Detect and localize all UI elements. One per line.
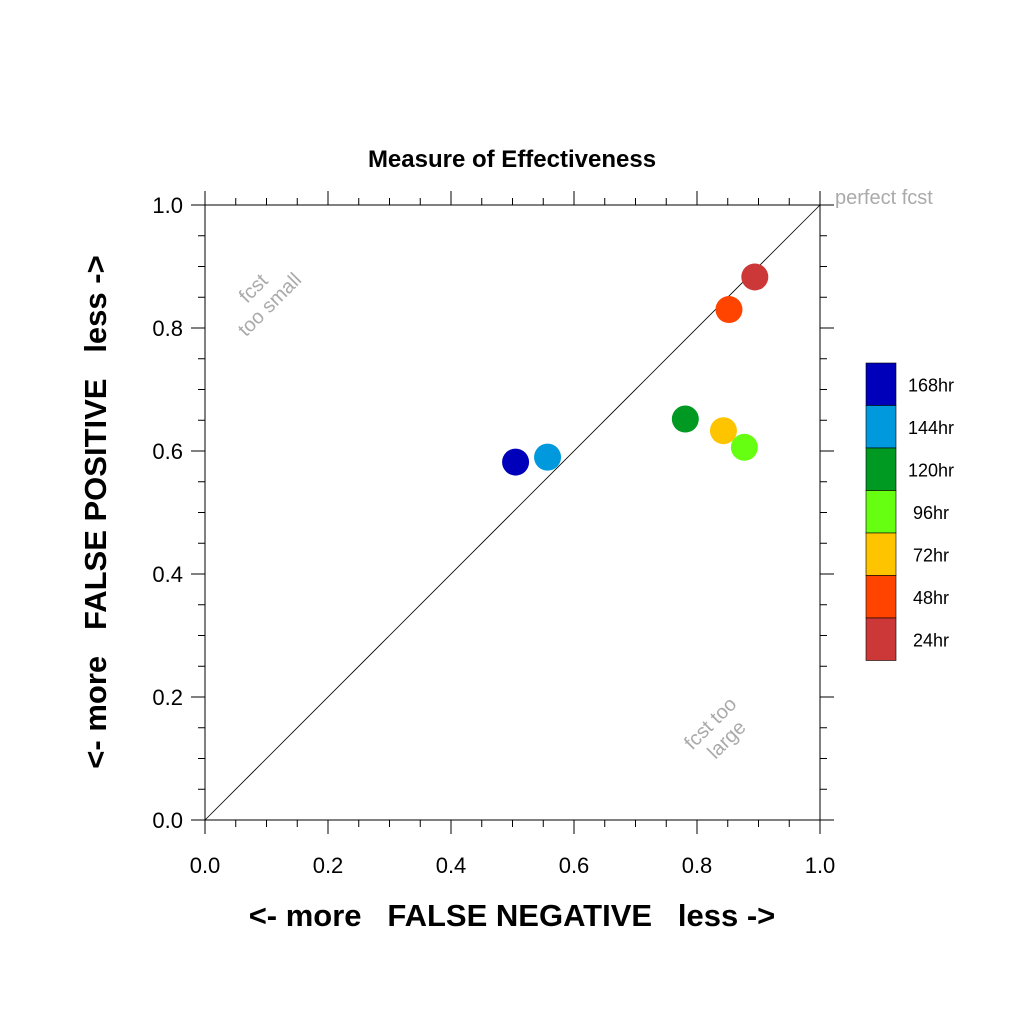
legend-label-96hr: 96hr xyxy=(913,503,949,523)
legend-swatch-168hr xyxy=(865,362,897,406)
y-tick-label: 0.4 xyxy=(152,562,183,587)
annotation-perfect-fcst: perfect fcst xyxy=(835,187,933,209)
legend-swatch-120hr xyxy=(865,447,897,491)
y-tick-label: 1.0 xyxy=(152,193,183,218)
legend-label-168hr: 168hr xyxy=(908,375,954,395)
tick-marks xyxy=(191,191,834,834)
y-tick-label: 0.0 xyxy=(152,808,183,833)
y-axis-label: <- more FALSE POSITIVE less -> xyxy=(78,255,113,768)
x-tick-label: 0.6 xyxy=(559,853,590,878)
annotation-too-small-line2: too small xyxy=(234,269,306,341)
legend-label-48hr: 48hr xyxy=(913,588,949,608)
legend-label-120hr: 120hr xyxy=(908,460,954,480)
data-points xyxy=(502,263,769,476)
x-tick-label: 1.0 xyxy=(805,853,836,878)
legend: 168hr 144hr 120hr 96hr 72hr 48hr 24hr xyxy=(865,362,954,661)
data-point-144hr xyxy=(534,443,562,471)
data-point-24hr xyxy=(741,263,769,291)
data-point-96hr xyxy=(730,433,758,461)
chart-title: Measure of Effectiveness xyxy=(368,146,656,173)
legend-label-24hr: 24hr xyxy=(913,630,949,650)
annotation-fcst-too-small: fcst too small xyxy=(234,269,306,341)
x-tick-label: 0.0 xyxy=(190,853,221,878)
x-axis-label: <- more FALSE NEGATIVE less -> xyxy=(249,898,776,933)
x-tick-label: 0.4 xyxy=(436,853,467,878)
x-tick-label: 0.2 xyxy=(313,853,344,878)
y-tick-label: 0.2 xyxy=(152,685,183,710)
data-point-72hr xyxy=(709,417,737,445)
annotation-fcst-too-large: fcst too large xyxy=(680,693,750,763)
legend-swatch-24hr xyxy=(865,617,897,661)
legend-swatch-96hr xyxy=(865,490,897,534)
y-tick-label: 0.8 xyxy=(152,316,183,341)
legend-swatch-48hr xyxy=(865,575,897,619)
plot-area: 0.0 0.2 0.4 0.6 0.8 1.0 0.0 0.2 0.4 0.6 0.8 1.0 xyxy=(152,191,835,878)
data-point-120hr xyxy=(671,405,699,433)
x-tick-label: 0.8 xyxy=(682,853,713,878)
data-point-48hr xyxy=(715,296,743,324)
legend-label-72hr: 72hr xyxy=(913,545,949,565)
legend-swatch-144hr xyxy=(865,405,897,449)
tick-labels: 0.0 0.2 0.4 0.6 0.8 1.0 0.0 0.2 0.4 0.6 0.8 1.0 xyxy=(152,193,835,878)
legend-swatch-72hr xyxy=(865,532,897,576)
y-tick-label: 0.6 xyxy=(152,439,183,464)
legend-label-144hr: 144hr xyxy=(908,418,954,438)
data-point-168hr xyxy=(502,448,530,476)
